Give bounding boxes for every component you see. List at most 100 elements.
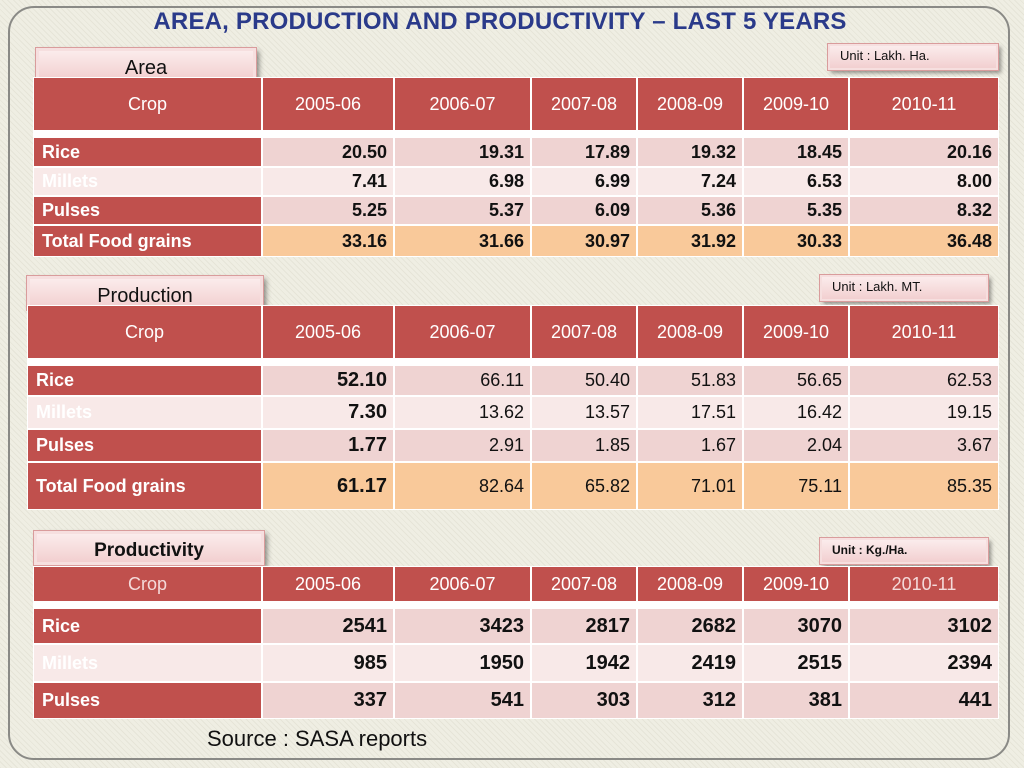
table-cell: 2.91 xyxy=(394,429,531,462)
productivity-header-year: 2007-08 xyxy=(531,566,637,602)
table-cell: 441 xyxy=(849,682,999,719)
production-header-crop: Crop xyxy=(27,305,262,359)
table-cell: 3423 xyxy=(394,608,531,644)
production-header-year: 2008-09 xyxy=(637,305,743,359)
table-row: Pulses 1.77 2.91 1.85 1.67 2.04 3.67 xyxy=(27,429,999,462)
table-cell: 30.97 xyxy=(531,225,637,257)
table-cell: 2817 xyxy=(531,608,637,644)
table-cell: 66.11 xyxy=(394,365,531,396)
table-cell: 7.30 xyxy=(262,396,394,429)
table-cell: 18.45 xyxy=(743,137,849,167)
slide-frame xyxy=(8,6,1010,760)
table-cell: 7.41 xyxy=(262,167,394,196)
crop-name: Rice xyxy=(27,365,262,396)
production-header-year: 2005-06 xyxy=(262,305,394,359)
table-cell: 1942 xyxy=(531,644,637,682)
page-title: AREA, PRODUCTION AND PRODUCTIVITY – LAST… xyxy=(153,8,847,35)
crop-name: Pulses xyxy=(33,196,262,225)
table-cell: 31.66 xyxy=(394,225,531,257)
area-header-year: 2008-09 xyxy=(637,77,743,131)
table-row: Rice 20.50 19.31 17.89 19.32 18.45 20.16 xyxy=(33,137,999,167)
table-cell: 5.25 xyxy=(262,196,394,225)
table-cell: 17.51 xyxy=(637,396,743,429)
table-cell: 6.53 xyxy=(743,167,849,196)
area-header-year: 2010-11 xyxy=(849,77,999,131)
table-row: Millets 7.30 13.62 13.57 17.51 16.42 19.… xyxy=(27,396,999,429)
productivity-header-year: 2009-10 xyxy=(743,566,849,602)
table-cell: 33.16 xyxy=(262,225,394,257)
table-cell: 50.40 xyxy=(531,365,637,396)
table-cell: 56.65 xyxy=(743,365,849,396)
source-note: Source : SASA reports xyxy=(207,726,428,751)
area-header-row: Crop 2005-06 2006-07 2007-08 2008-09 200… xyxy=(33,77,999,131)
productivity-header-year: 2008-09 xyxy=(637,566,743,602)
table-cell: 19.31 xyxy=(394,137,531,167)
table-cell: 16.42 xyxy=(743,396,849,429)
table-cell: 71.01 xyxy=(637,462,743,510)
table-cell: 31.92 xyxy=(637,225,743,257)
table-cell: 3.67 xyxy=(849,429,999,462)
table-cell: 19.32 xyxy=(637,137,743,167)
table-cell: 1.67 xyxy=(637,429,743,462)
crop-name: Total Food grains xyxy=(27,462,262,510)
table-cell: 2682 xyxy=(637,608,743,644)
table-cell: 51.83 xyxy=(637,365,743,396)
table-cell: 1.85 xyxy=(531,429,637,462)
crop-name: Millets xyxy=(33,167,262,196)
crop-name: Rice xyxy=(33,137,262,167)
crop-name: Millets xyxy=(27,396,262,429)
table-cell: 13.62 xyxy=(394,396,531,429)
table-cell: 20.16 xyxy=(849,137,999,167)
table-cell: 19.15 xyxy=(849,396,999,429)
table-cell: 5.37 xyxy=(394,196,531,225)
table-cell: 65.82 xyxy=(531,462,637,510)
table-cell: 20.50 xyxy=(262,137,394,167)
table-cell: 7.24 xyxy=(637,167,743,196)
crop-name: Total Food grains xyxy=(33,225,262,257)
table-cell: 62.53 xyxy=(849,365,999,396)
table-cell: 2.04 xyxy=(743,429,849,462)
crop-name: Pulses xyxy=(33,682,262,719)
production-table: Crop 2005-06 2006-07 2007-08 2008-09 200… xyxy=(27,305,999,510)
productivity-header-crop: Crop xyxy=(33,566,262,602)
table-cell: 8.00 xyxy=(849,167,999,196)
productivity-unit-label: Unit : Kg./Ha. xyxy=(819,537,989,565)
table-cell: 30.33 xyxy=(743,225,849,257)
crop-name: Rice xyxy=(33,608,262,644)
table-cell: 1950 xyxy=(394,644,531,682)
table-cell: 541 xyxy=(394,682,531,719)
area-header-year: 2009-10 xyxy=(743,77,849,131)
table-cell: 82.64 xyxy=(394,462,531,510)
table-cell: 75.11 xyxy=(743,462,849,510)
production-header-row: Crop 2005-06 2006-07 2007-08 2008-09 200… xyxy=(27,305,999,359)
table-row: Millets 7.41 6.98 6.99 7.24 6.53 8.00 xyxy=(33,167,999,196)
table-cell: 13.57 xyxy=(531,396,637,429)
table-row-total: Total Food grains 61.17 82.64 65.82 71.0… xyxy=(27,462,999,510)
crop-name: Millets xyxy=(33,644,262,682)
productivity-section-label: Productivity xyxy=(33,530,265,566)
productivity-header-year: 2010-11 xyxy=(849,566,999,602)
table-row: Rice 52.10 66.11 50.40 51.83 56.65 62.53 xyxy=(27,365,999,396)
table-cell: 2419 xyxy=(637,644,743,682)
table-cell: 61.17 xyxy=(262,462,394,510)
table-cell: 337 xyxy=(262,682,394,719)
table-cell: 1.77 xyxy=(262,429,394,462)
area-header-year: 2006-07 xyxy=(394,77,531,131)
productivity-table: Crop 2005-06 2006-07 2007-08 2008-09 200… xyxy=(33,566,999,719)
table-cell: 17.89 xyxy=(531,137,637,167)
production-unit-label: Unit : Lakh. MT. xyxy=(819,274,989,302)
table-cell: 2541 xyxy=(262,608,394,644)
crop-name: Pulses xyxy=(27,429,262,462)
table-cell: 6.99 xyxy=(531,167,637,196)
area-header-year: 2007-08 xyxy=(531,77,637,131)
area-unit-label: Unit : Lakh. Ha. xyxy=(827,43,999,71)
production-header-year: 2010-11 xyxy=(849,305,999,359)
table-cell: 36.48 xyxy=(849,225,999,257)
table-cell: 6.09 xyxy=(531,196,637,225)
table-cell: 3070 xyxy=(743,608,849,644)
table-cell: 303 xyxy=(531,682,637,719)
table-cell: 2394 xyxy=(849,644,999,682)
table-cell: 2515 xyxy=(743,644,849,682)
table-cell: 985 xyxy=(262,644,394,682)
table-row: Pulses 5.25 5.37 6.09 5.36 5.35 8.32 xyxy=(33,196,999,225)
